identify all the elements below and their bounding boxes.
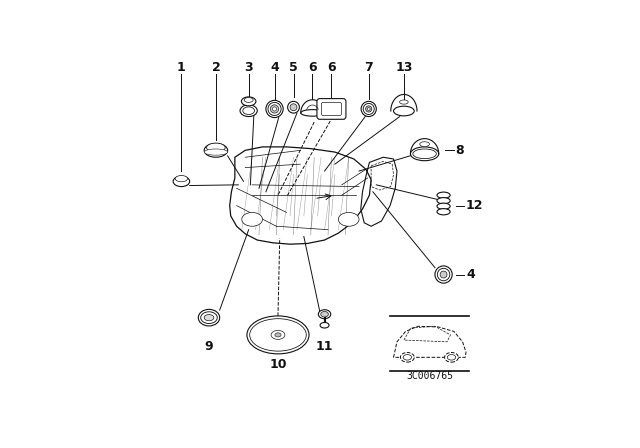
Ellipse shape xyxy=(365,106,372,112)
Ellipse shape xyxy=(290,104,297,111)
Text: 12: 12 xyxy=(466,199,483,212)
Text: 6: 6 xyxy=(327,61,336,74)
Ellipse shape xyxy=(399,100,408,104)
Ellipse shape xyxy=(413,149,436,159)
Ellipse shape xyxy=(201,312,217,323)
Text: 6: 6 xyxy=(308,61,317,74)
Ellipse shape xyxy=(437,198,450,204)
Ellipse shape xyxy=(266,100,283,117)
Ellipse shape xyxy=(175,176,188,182)
Text: 8: 8 xyxy=(456,144,464,157)
Text: 1: 1 xyxy=(177,61,186,74)
Ellipse shape xyxy=(275,333,281,337)
Text: 4: 4 xyxy=(270,61,279,74)
Ellipse shape xyxy=(394,106,414,116)
Ellipse shape xyxy=(204,149,228,155)
Ellipse shape xyxy=(204,314,214,321)
Ellipse shape xyxy=(247,316,309,354)
Ellipse shape xyxy=(420,142,429,146)
Ellipse shape xyxy=(173,176,189,186)
Text: 3C006765: 3C006765 xyxy=(406,370,453,381)
Text: 11: 11 xyxy=(316,340,333,353)
Ellipse shape xyxy=(204,143,228,157)
Ellipse shape xyxy=(437,268,450,281)
Ellipse shape xyxy=(363,103,374,115)
Ellipse shape xyxy=(242,212,262,226)
Ellipse shape xyxy=(240,105,257,116)
Ellipse shape xyxy=(403,354,412,360)
Ellipse shape xyxy=(437,209,450,215)
Ellipse shape xyxy=(243,107,255,115)
Ellipse shape xyxy=(361,101,376,116)
Text: 3: 3 xyxy=(244,61,253,74)
Ellipse shape xyxy=(410,147,439,161)
Ellipse shape xyxy=(250,319,307,351)
Ellipse shape xyxy=(437,192,450,198)
Ellipse shape xyxy=(270,105,278,113)
Text: 7: 7 xyxy=(364,61,373,74)
Ellipse shape xyxy=(241,97,256,106)
Ellipse shape xyxy=(320,323,329,328)
Ellipse shape xyxy=(445,353,458,362)
Ellipse shape xyxy=(367,108,370,110)
Text: 13: 13 xyxy=(396,61,413,74)
Ellipse shape xyxy=(207,143,225,152)
Ellipse shape xyxy=(244,98,253,103)
Ellipse shape xyxy=(339,212,359,226)
Ellipse shape xyxy=(321,311,328,317)
Text: 5: 5 xyxy=(289,61,298,74)
Ellipse shape xyxy=(268,103,281,116)
FancyBboxPatch shape xyxy=(317,99,346,119)
Ellipse shape xyxy=(198,310,220,326)
Text: 9: 9 xyxy=(205,340,213,353)
Ellipse shape xyxy=(318,310,331,319)
Text: 4: 4 xyxy=(466,268,475,281)
Text: 2: 2 xyxy=(211,61,220,74)
Ellipse shape xyxy=(435,266,452,283)
Ellipse shape xyxy=(437,203,450,209)
Text: 10: 10 xyxy=(269,358,287,371)
Ellipse shape xyxy=(301,110,324,116)
Ellipse shape xyxy=(273,107,276,111)
Ellipse shape xyxy=(401,353,414,362)
Ellipse shape xyxy=(271,331,285,340)
Ellipse shape xyxy=(447,354,456,360)
FancyBboxPatch shape xyxy=(321,103,342,116)
Ellipse shape xyxy=(440,271,447,278)
Ellipse shape xyxy=(287,101,300,113)
